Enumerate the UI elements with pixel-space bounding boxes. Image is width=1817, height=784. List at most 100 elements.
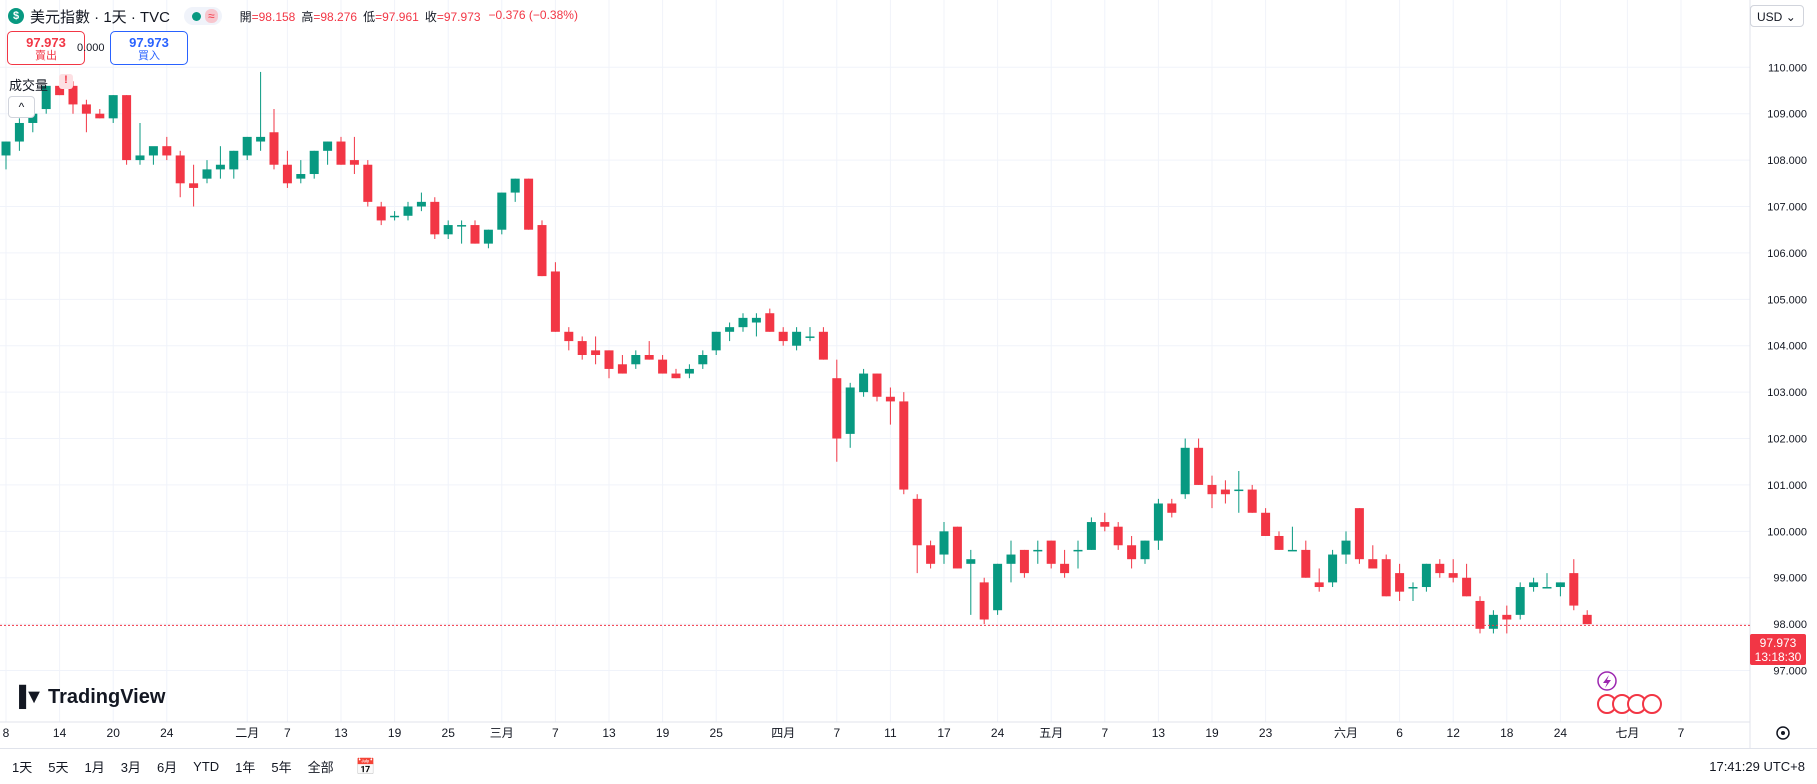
candle[interactable]: [644, 341, 654, 360]
candle[interactable]: [872, 373, 882, 402]
candle[interactable]: [390, 211, 400, 221]
candle[interactable]: [416, 192, 426, 212]
candle[interactable]: [1140, 540, 1150, 564]
symbol-title[interactable]: 美元指數 · 1天 · TVC: [30, 8, 171, 26]
candle[interactable]: [1100, 512, 1110, 532]
event-icons[interactable]: [1597, 671, 1662, 714]
candle[interactable]: [1086, 517, 1096, 550]
buy-button[interactable]: 97.973 買入: [110, 31, 188, 65]
candle[interactable]: [363, 160, 373, 207]
candle[interactable]: [899, 392, 909, 495]
candle[interactable]: [792, 327, 802, 351]
candle[interactable]: [993, 563, 1003, 615]
range-ytd[interactable]: YTD: [193, 759, 220, 774]
candlestick-chart[interactable]: 97.000 98.000 99.000 100.000 101.000 102.000 1…: [0, 0, 1817, 748]
candle[interactable]: [1194, 438, 1204, 485]
candle[interactable]: [1180, 438, 1190, 499]
range-5y[interactable]: 5年: [271, 760, 292, 775]
candle[interactable]: [1314, 568, 1324, 592]
candle[interactable]: [1033, 540, 1043, 564]
candle[interactable]: [926, 540, 936, 569]
candle[interactable]: [1247, 484, 1257, 513]
candle[interactable]: [1113, 522, 1123, 550]
candle[interactable]: [1381, 554, 1391, 597]
candle[interactable]: [550, 262, 560, 332]
candle[interactable]: [162, 136, 172, 161]
candle[interactable]: [1073, 540, 1083, 569]
candle[interactable]: [282, 150, 292, 188]
range-1d[interactable]: 1天: [12, 760, 33, 775]
warning-icon[interactable]: !: [59, 74, 73, 89]
candle[interactable]: [1542, 573, 1552, 589]
candle[interactable]: [1502, 605, 1512, 634]
candle[interactable]: [1274, 531, 1284, 550]
candle[interactable]: [591, 336, 601, 365]
candle[interactable]: [41, 85, 51, 114]
range-1m[interactable]: 1月: [84, 760, 105, 775]
range-5d[interactable]: 5天: [48, 760, 69, 775]
candle[interactable]: [1046, 540, 1056, 569]
candle[interactable]: [1019, 549, 1029, 578]
candle[interactable]: [1435, 559, 1445, 578]
candle[interactable]: [1475, 596, 1485, 634]
candle[interactable]: [309, 150, 319, 179]
candle[interactable]: [189, 164, 199, 207]
currency-select[interactable]: USD ⌄: [1750, 5, 1804, 27]
candle[interactable]: [1, 141, 11, 170]
candle[interactable]: [229, 150, 239, 179]
candle[interactable]: [1127, 535, 1137, 569]
candle[interactable]: [1515, 582, 1525, 620]
candle[interactable]: [1207, 475, 1217, 509]
candle[interactable]: [1234, 471, 1244, 513]
candle[interactable]: [1287, 526, 1297, 552]
candle[interactable]: [725, 322, 735, 342]
candle[interactable]: [122, 95, 132, 165]
range-all[interactable]: 全部: [307, 760, 334, 775]
candle[interactable]: [859, 368, 869, 397]
candle[interactable]: [684, 364, 694, 379]
candle[interactable]: [912, 494, 922, 574]
candle[interactable]: [1153, 498, 1163, 550]
candle[interactable]: [1569, 559, 1579, 611]
candle[interactable]: [805, 327, 815, 342]
candle[interactable]: [537, 220, 547, 277]
candle[interactable]: [323, 141, 333, 165]
candle[interactable]: [885, 387, 895, 425]
candle[interactable]: [1354, 508, 1364, 564]
candle[interactable]: [711, 331, 721, 355]
candle[interactable]: [738, 313, 748, 332]
candle[interactable]: [1006, 540, 1016, 583]
candle[interactable]: [95, 109, 105, 119]
collapse-button[interactable]: ^: [8, 96, 35, 118]
candle[interactable]: [1555, 582, 1565, 597]
candle[interactable]: [256, 71, 266, 151]
candle[interactable]: [564, 327, 574, 351]
candle[interactable]: [845, 382, 855, 448]
tradingview-logo[interactable]: ▐▼ TradingView: [12, 686, 165, 709]
candle[interactable]: [778, 327, 788, 346]
candle[interactable]: [939, 522, 949, 564]
candle[interactable]: [269, 109, 279, 170]
candle[interactable]: [1395, 563, 1405, 601]
candle[interactable]: [470, 220, 480, 244]
candle[interactable]: [1220, 480, 1230, 504]
candle[interactable]: [698, 350, 708, 369]
candle[interactable]: [1261, 508, 1271, 536]
candle[interactable]: [671, 368, 681, 379]
candle[interactable]: [1368, 545, 1378, 569]
calendar-goto-icon[interactable]: 📅: [355, 758, 376, 776]
candle[interactable]: [457, 220, 467, 244]
candle[interactable]: [966, 549, 976, 615]
settings-gear-icon[interactable]: [1776, 726, 1790, 740]
candle[interactable]: [68, 81, 78, 114]
candle[interactable]: [617, 355, 627, 374]
candle[interactable]: [215, 146, 225, 179]
candle[interactable]: [242, 136, 252, 161]
candle[interactable]: [631, 350, 641, 369]
candle[interactable]: [524, 178, 534, 230]
candle[interactable]: [81, 99, 91, 133]
candle[interactable]: [403, 201, 413, 221]
candle[interactable]: [1301, 540, 1311, 578]
candle[interactable]: [135, 122, 145, 165]
range-1y[interactable]: 1年: [235, 760, 256, 775]
